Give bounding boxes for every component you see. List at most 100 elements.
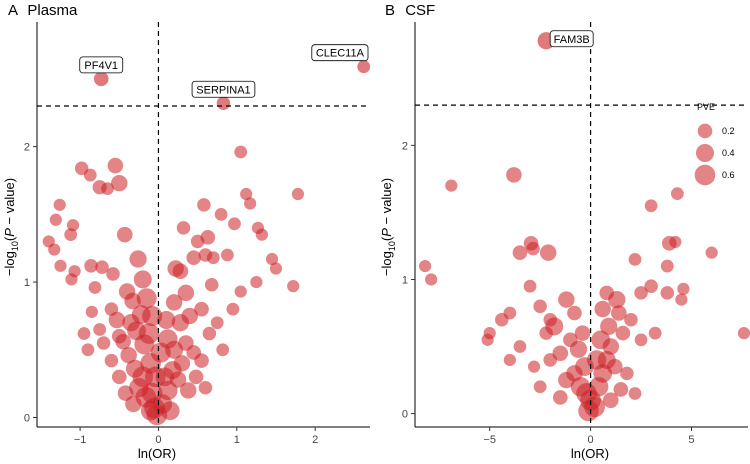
- data-point: [177, 284, 195, 302]
- data-point: [513, 340, 527, 353]
- data-point: [93, 323, 107, 336]
- data-point: [142, 305, 163, 326]
- data-point: [228, 217, 241, 231]
- data-point: [48, 243, 61, 256]
- panel-csf-tag: B: [385, 2, 395, 19]
- data-point: [481, 333, 494, 346]
- data-point: [144, 366, 166, 388]
- y-tick-label: 1: [24, 277, 30, 289]
- data-point: [291, 187, 305, 201]
- data-point: [552, 390, 568, 405]
- data-point: [226, 302, 240, 316]
- data-point: [88, 281, 102, 294]
- data-point: [445, 179, 458, 192]
- data-point: [503, 306, 517, 320]
- data-point: [240, 187, 253, 201]
- data-point: [188, 369, 204, 385]
- data-point: [206, 251, 220, 265]
- point-label: CLEC11A: [316, 48, 365, 60]
- data-point: [251, 221, 265, 234]
- legend-title: PVE: [697, 102, 715, 112]
- data-point: [111, 369, 127, 385]
- data-point: [65, 273, 78, 286]
- data-point: [648, 326, 662, 340]
- data-point: [669, 235, 682, 249]
- point-label-box: [311, 44, 369, 62]
- data-point: [552, 345, 569, 362]
- data-point: [634, 286, 648, 300]
- data-point: [634, 333, 648, 347]
- x-tick-label: 5: [688, 434, 694, 446]
- highlighted-data-point: [216, 96, 231, 111]
- data-point: [512, 245, 528, 260]
- data-point: [150, 342, 171, 363]
- panel-csf-axes: −5 0 5 0 1 2: [402, 22, 748, 446]
- data-point: [533, 380, 547, 394]
- data-point: [624, 312, 638, 327]
- data-point: [111, 174, 128, 192]
- panel-plasma-x-axis-title: ln(OR): [138, 446, 176, 461]
- data-point: [670, 187, 684, 201]
- data-point: [138, 323, 160, 344]
- data-point: [133, 270, 152, 289]
- point-label: FAM3B: [554, 34, 590, 46]
- data-point: [104, 353, 119, 368]
- data-point: [136, 288, 157, 309]
- data-point: [677, 282, 690, 295]
- data-point: [737, 327, 750, 340]
- panel-csf: B CSF −5 0 5 0 1 2 FAM3B ln(OR) −log10(P − va…: [379, 2, 750, 461]
- panel-csf-points: [418, 32, 750, 422]
- y-tick-label: 2: [24, 142, 30, 154]
- panel-plasma-y-axis-title: −log10(P − value): [2, 178, 20, 276]
- data-point: [660, 259, 674, 273]
- data-point: [160, 401, 180, 421]
- data-point: [628, 387, 642, 400]
- data-point: [265, 252, 279, 266]
- data-point: [628, 252, 642, 266]
- data-point: [539, 244, 557, 261]
- data-point: [176, 221, 191, 235]
- data-point: [660, 286, 675, 300]
- data-point: [202, 326, 217, 341]
- data-point: [101, 182, 114, 195]
- panel-plasma-points: [42, 60, 371, 426]
- data-point: [221, 248, 234, 262]
- y-tick-label: 0: [402, 409, 408, 421]
- data-point: [214, 207, 228, 221]
- data-point: [578, 400, 599, 422]
- panel-csf-y-axis-title: −log10(P − value): [379, 178, 397, 276]
- panel-plasma-title: A Plasma: [8, 2, 78, 19]
- data-point: [558, 291, 575, 308]
- data-point: [569, 340, 588, 358]
- panel-csf-title: B CSF: [385, 2, 435, 19]
- data-point: [250, 275, 263, 289]
- panel-plasma-reference-lines: [37, 22, 370, 427]
- data-point: [83, 168, 97, 182]
- data-point: [111, 328, 127, 344]
- data-point: [64, 228, 78, 242]
- data-point: [599, 285, 615, 301]
- data-point: [116, 226, 133, 243]
- data-point: [77, 327, 91, 340]
- data-point: [526, 241, 540, 256]
- data-point: [120, 346, 137, 364]
- data-point: [594, 300, 611, 318]
- data-point: [169, 371, 187, 388]
- legend-size-key: [695, 143, 715, 163]
- x-tick-label: −5: [483, 434, 496, 446]
- panel-csf-point-labels: FAM3B: [549, 30, 594, 48]
- data-point: [204, 278, 219, 292]
- data-point: [181, 307, 199, 325]
- x-tick-label: −1: [74, 434, 87, 446]
- x-tick-label: 0: [155, 434, 161, 446]
- data-point: [234, 145, 248, 159]
- data-point: [108, 311, 126, 329]
- data-point: [200, 230, 216, 245]
- data-point: [186, 250, 202, 265]
- data-point: [197, 198, 211, 212]
- data-point: [523, 279, 537, 293]
- data-point: [54, 259, 67, 272]
- data-point: [198, 380, 213, 395]
- panel-plasma-point-labels: PF4V1 SERPINA1 CLEC11A: [79, 44, 369, 98]
- data-point: [287, 280, 300, 293]
